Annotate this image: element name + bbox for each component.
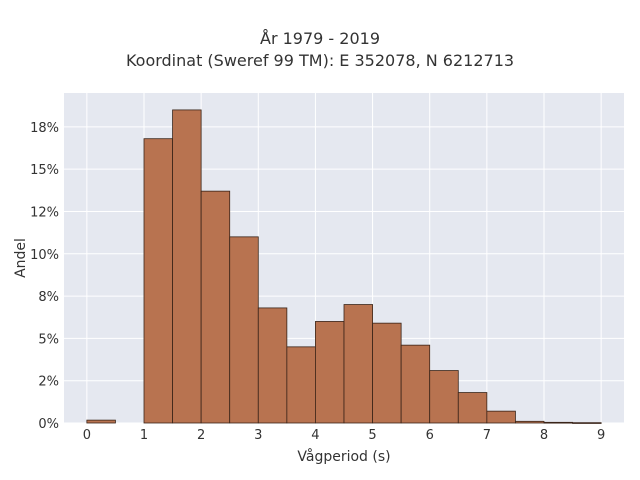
x-tick-label: 6: [426, 428, 434, 443]
y-tick-label: 12%: [30, 205, 59, 220]
histogram-bar: [372, 322, 402, 424]
histogram-bar: [543, 421, 573, 424]
chart-title-line-2: Koordinat (Sweref 99 TM): E 352078, N 62…: [125, 51, 515, 70]
histogram-bar: [572, 422, 602, 424]
y-tick-label: 10%: [30, 248, 59, 263]
x-tick-label: 4: [311, 428, 319, 443]
histogram-bar: [457, 392, 488, 424]
histogram-bar: [343, 304, 373, 424]
histogram-bar: [200, 190, 231, 424]
histogram-bar: [143, 138, 173, 424]
histogram-bar: [515, 420, 545, 424]
histogram-bar: [429, 370, 459, 424]
x-tick-label: 1: [140, 428, 148, 443]
y-tick-label: 5%: [38, 332, 59, 347]
chart-title-line-1: År 1979 - 2019: [260, 29, 380, 48]
x-axis-ticks: 0 1 2 3 4 5 6 7 8 9: [83, 428, 606, 443]
y-tick-label: 2%: [38, 375, 59, 390]
x-tick-label: 2: [197, 428, 205, 443]
chart-title: År 1979 - 2019 Koordinat (Sweref 99 TM):…: [0, 28, 640, 72]
x-axis-label: Vågperiod (s): [297, 448, 390, 465]
histogram-bar: [486, 410, 516, 424]
bars: [86, 109, 602, 424]
y-tick-label: 18%: [30, 121, 59, 136]
y-axis-label: Andel: [13, 238, 29, 278]
x-tick-label: 5: [368, 428, 376, 443]
histogram-bar: [257, 307, 288, 424]
histogram-bar: [229, 236, 259, 424]
histogram-bar: [286, 346, 316, 424]
x-tick-label: 3: [254, 428, 262, 443]
x-tick-label: 8: [540, 428, 548, 443]
x-tick-label: 9: [597, 428, 605, 443]
histogram-bar: [315, 321, 345, 424]
y-tick-label: 0%: [38, 417, 59, 432]
histogram-bar: [86, 419, 116, 424]
y-tick-label: 8%: [38, 290, 59, 305]
y-tick-label: 15%: [30, 163, 59, 178]
x-tick-label: 0: [83, 428, 91, 443]
histogram-bar: [400, 344, 431, 424]
x-tick-label: 7: [483, 428, 491, 443]
histogram-bar: [172, 109, 202, 424]
y-axis-ticks: 0% 2% 5% 8% 10% 12% 15% 18%: [30, 121, 59, 432]
